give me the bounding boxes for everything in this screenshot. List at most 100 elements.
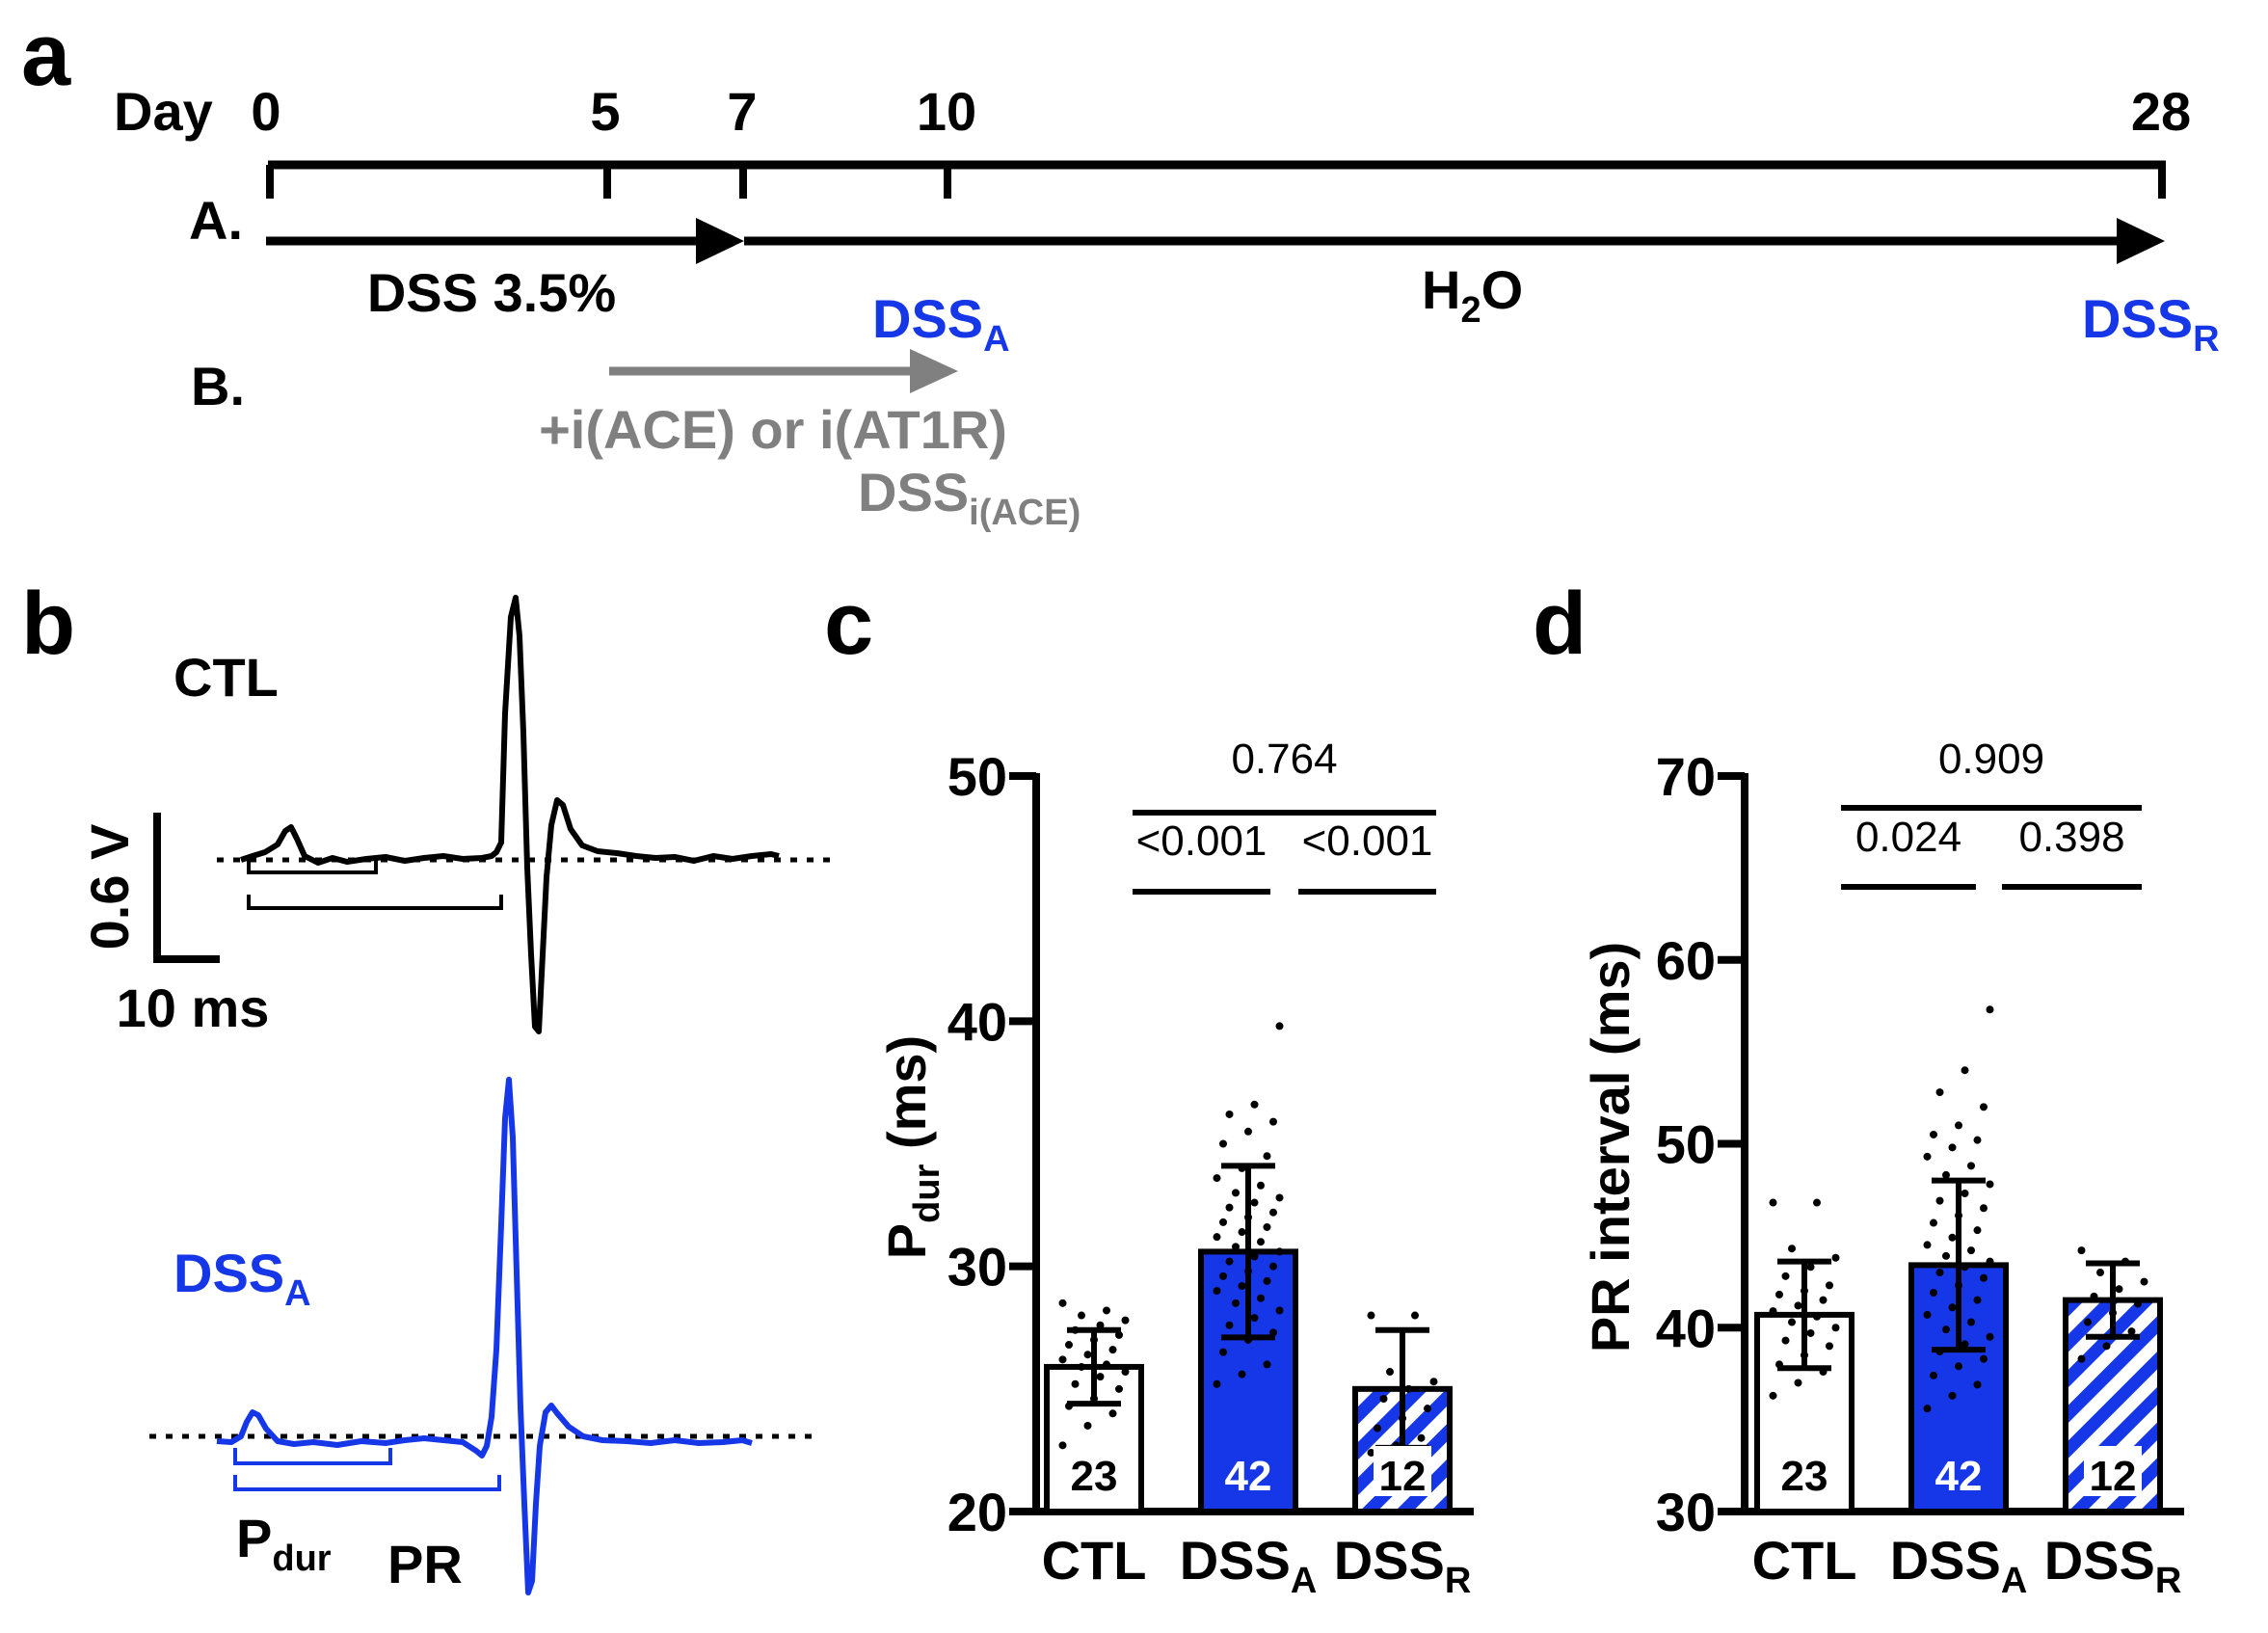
data-point — [1263, 1276, 1271, 1285]
data-point — [2090, 1292, 2098, 1300]
data-point — [1269, 1208, 1277, 1217]
data-point — [1424, 1405, 1431, 1413]
dssr-main: DSS — [2082, 288, 2193, 349]
data-point — [1078, 1311, 1085, 1320]
data-point — [1769, 1391, 1777, 1400]
data-point — [1955, 1362, 1962, 1371]
data-point — [2077, 1354, 2086, 1363]
h2o-main: H — [1422, 259, 1460, 320]
data-point — [1083, 1421, 1092, 1430]
data-point — [2134, 1299, 2142, 1308]
dss-iace-subscript: i(ACE) — [969, 493, 1081, 533]
data-point — [1980, 1103, 1988, 1111]
data-point — [1788, 1318, 1796, 1326]
data-point — [1103, 1360, 1110, 1369]
day-0-label: 0 — [251, 81, 280, 142]
data-point — [1374, 1424, 1381, 1432]
data-point — [1986, 1257, 1994, 1266]
data-point — [1232, 1243, 1240, 1251]
data-point — [1108, 1346, 1117, 1354]
row-a-label: A. — [189, 190, 243, 251]
data-point — [1238, 1282, 1246, 1291]
n-label: 23 — [1071, 1453, 1118, 1500]
data-point — [1058, 1298, 1067, 1307]
ctl-ecg-trace — [240, 595, 780, 1034]
data-point — [2077, 1246, 2086, 1255]
data-point — [1806, 1263, 1815, 1272]
data-point — [1232, 1298, 1240, 1307]
data-point — [1948, 1303, 1957, 1312]
data-point — [1923, 1241, 1932, 1249]
h2o-subscript: 2 — [1460, 290, 1481, 331]
ctl-pr-bracket — [247, 895, 503, 910]
x-tick-label-subscript: R — [2155, 1561, 2181, 1601]
data-point — [1219, 1218, 1227, 1226]
day-7-label: 7 — [727, 81, 757, 142]
data-point — [1986, 1332, 1994, 1341]
data-point — [1973, 1296, 1982, 1304]
data-point — [1225, 1257, 1234, 1266]
data-point — [1429, 1378, 1438, 1386]
pr-annotation: PR — [387, 1534, 463, 1594]
data-point — [1121, 1316, 1130, 1325]
dssa-trace-label: DSSA — [173, 1243, 311, 1314]
data-point — [2096, 1269, 2104, 1277]
data-point — [1973, 1226, 1982, 1235]
day-5-label: 5 — [590, 81, 620, 142]
data-point — [1250, 1314, 1259, 1323]
p-value-dssa-dssr: 0.398 — [2018, 814, 2124, 861]
data-point — [1213, 1287, 1221, 1296]
h2o-label: H2O — [1422, 259, 1523, 331]
data-point — [1263, 1222, 1271, 1231]
y-tick-label: 50 — [947, 746, 1007, 807]
dssr-subscript: R — [2193, 319, 2219, 360]
day-label: Day — [114, 81, 213, 142]
data-point — [1980, 1273, 1988, 1282]
dssa-pr-bracket — [233, 1475, 501, 1491]
dssa-subscript: A — [983, 319, 1009, 360]
data-point — [1930, 1371, 1937, 1379]
n-label: 12 — [2090, 1453, 2137, 1500]
data-point — [1942, 1325, 1950, 1334]
data-point — [1781, 1272, 1790, 1280]
x-tick-label-main: CTL — [1752, 1530, 1857, 1591]
data-point — [1083, 1351, 1092, 1359]
data-point — [1980, 1354, 1988, 1363]
data-point — [1213, 1174, 1221, 1183]
dss-iace-main: DSS — [858, 462, 969, 522]
data-point — [2115, 1285, 2123, 1294]
n-label-background — [2084, 1446, 2142, 1496]
dss-iace-label: DSSi(ACE) — [858, 462, 1081, 533]
data-point — [1250, 1198, 1259, 1207]
data-point — [1263, 1360, 1271, 1369]
x-tick-label: CTL — [1752, 1530, 1857, 1591]
data-point — [1948, 1143, 1957, 1152]
y-tick-label: 20 — [947, 1482, 1007, 1542]
data-point — [1923, 1405, 1932, 1413]
x-tick-label: DSSR — [2044, 1530, 2182, 1601]
data-point — [1967, 1318, 1975, 1326]
data-point — [1257, 1238, 1265, 1246]
data-point — [1269, 1328, 1277, 1337]
data-point — [1115, 1330, 1123, 1339]
data-point — [1813, 1198, 1821, 1207]
data-point — [1831, 1253, 1840, 1262]
day-28-label: 28 — [2131, 81, 2191, 142]
y-axis-label-units: (ms) — [876, 1035, 937, 1165]
data-point — [1813, 1312, 1821, 1321]
n-label: 42 — [1225, 1453, 1272, 1500]
x-tick-label: DSSR — [1334, 1530, 1472, 1601]
inhibitor-arrow-head — [910, 349, 958, 393]
data-point — [1225, 1321, 1234, 1329]
n-label: 12 — [1379, 1453, 1427, 1500]
p-value-ctl-dssa: 0.024 — [1855, 814, 1961, 861]
ctl-trace-label: CTL — [173, 647, 279, 708]
panel-b-letter: b — [21, 575, 75, 673]
data-point — [1980, 1204, 1988, 1213]
data-point — [1115, 1384, 1123, 1393]
panel-a-letter: a — [21, 6, 71, 104]
inhibitor-label: +i(ACE) or i(AT1R) — [539, 399, 1007, 460]
y-tick-label: 30 — [947, 1237, 1007, 1298]
data-point — [1935, 1088, 1944, 1097]
data-point — [1275, 1193, 1284, 1202]
